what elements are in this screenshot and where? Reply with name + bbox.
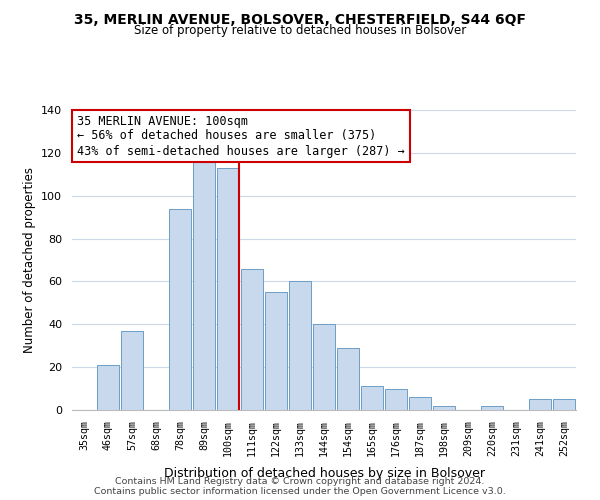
Bar bbox=[409, 397, 431, 410]
Text: Size of property relative to detached houses in Bolsover: Size of property relative to detached ho… bbox=[134, 24, 466, 37]
Bar bbox=[289, 282, 311, 410]
Bar bbox=[217, 168, 239, 410]
Bar bbox=[121, 330, 143, 410]
Bar bbox=[241, 268, 263, 410]
Bar bbox=[529, 400, 551, 410]
Bar bbox=[361, 386, 383, 410]
Bar bbox=[385, 388, 407, 410]
Bar bbox=[433, 406, 455, 410]
X-axis label: Distribution of detached houses by size in Bolsover: Distribution of detached houses by size … bbox=[163, 467, 485, 480]
Bar bbox=[265, 292, 287, 410]
Bar bbox=[553, 400, 575, 410]
Text: Contains HM Land Registry data © Crown copyright and database right 2024.: Contains HM Land Registry data © Crown c… bbox=[115, 478, 485, 486]
Text: 35 MERLIN AVENUE: 100sqm
← 56% of detached houses are smaller (375)
43% of semi-: 35 MERLIN AVENUE: 100sqm ← 56% of detach… bbox=[77, 114, 405, 158]
Bar bbox=[481, 406, 503, 410]
Text: Contains public sector information licensed under the Open Government Licence v3: Contains public sector information licen… bbox=[94, 488, 506, 496]
Bar bbox=[169, 208, 191, 410]
Bar bbox=[313, 324, 335, 410]
Y-axis label: Number of detached properties: Number of detached properties bbox=[23, 167, 35, 353]
Bar bbox=[193, 157, 215, 410]
Bar bbox=[97, 365, 119, 410]
Bar bbox=[337, 348, 359, 410]
Text: 35, MERLIN AVENUE, BOLSOVER, CHESTERFIELD, S44 6QF: 35, MERLIN AVENUE, BOLSOVER, CHESTERFIEL… bbox=[74, 12, 526, 26]
